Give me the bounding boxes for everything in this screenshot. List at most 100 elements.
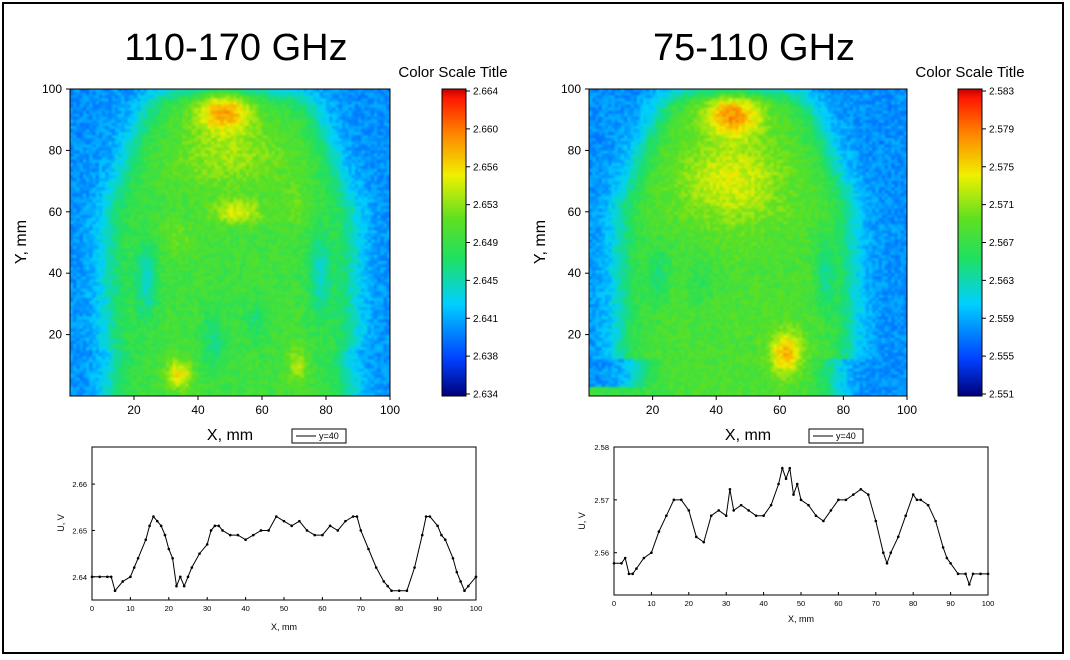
y-tick-label: 2.66 bbox=[72, 480, 87, 489]
data-point bbox=[631, 572, 634, 576]
colorbar-tick-label: 2.638 bbox=[473, 352, 498, 363]
data-point bbox=[298, 519, 301, 523]
data-point bbox=[374, 566, 378, 569]
data-point bbox=[822, 519, 825, 523]
y-tick-label: 2.57 bbox=[594, 496, 609, 505]
data-point bbox=[964, 572, 967, 576]
data-point bbox=[90, 575, 94, 579]
data-point bbox=[443, 538, 447, 542]
data-point bbox=[724, 514, 728, 518]
data-point bbox=[275, 515, 278, 518]
data-point bbox=[205, 543, 209, 546]
colorbar-right bbox=[957, 88, 983, 397]
data-point bbox=[915, 498, 919, 502]
x-tick-label: 100 bbox=[470, 604, 483, 613]
data-point bbox=[474, 575, 478, 579]
data-point bbox=[179, 575, 182, 579]
data-point bbox=[336, 529, 340, 532]
data-point bbox=[109, 575, 113, 579]
data-point bbox=[136, 556, 140, 560]
data-point bbox=[144, 538, 148, 542]
line-left-plot-frame bbox=[91, 446, 477, 601]
data-point bbox=[709, 514, 713, 518]
y-tick-label: 40 bbox=[49, 266, 63, 280]
x-tick-label: 20 bbox=[685, 599, 693, 608]
data-point bbox=[919, 498, 922, 502]
data-point bbox=[762, 514, 765, 518]
data-point bbox=[728, 487, 732, 491]
y-tick-label: 2.65 bbox=[72, 526, 87, 535]
line-left-y-label: U, V bbox=[56, 514, 66, 532]
y-tick-label: 100 bbox=[561, 82, 581, 96]
data-point bbox=[420, 533, 424, 537]
y-tick-label: 80 bbox=[568, 143, 582, 157]
x-tick-label: 30 bbox=[722, 599, 730, 608]
data-point bbox=[926, 503, 930, 507]
line-left-marks bbox=[90, 515, 478, 593]
data-point bbox=[754, 514, 758, 518]
data-point bbox=[739, 503, 743, 507]
data-point bbox=[642, 556, 646, 560]
x-tick-label: 40 bbox=[241, 604, 249, 613]
heatmap-left-title: 110-170 GHz bbox=[124, 27, 347, 69]
data-point bbox=[386, 584, 389, 588]
colorbar-tick-label: 2.563 bbox=[989, 276, 1014, 287]
x-tick-label: 50 bbox=[280, 604, 288, 613]
heatmap-left-image bbox=[70, 89, 390, 396]
x-tick-label: 0 bbox=[90, 604, 94, 613]
data-point bbox=[132, 566, 136, 569]
data-point bbox=[171, 556, 174, 560]
data-point bbox=[788, 466, 792, 470]
heatmap-right-y-ticks: 20 40 60 80 100 bbox=[561, 82, 589, 342]
heatmap-right-image bbox=[589, 89, 907, 396]
data-point bbox=[217, 524, 221, 528]
heatmap-right: 75-110 GHz 20 40 60 80 100 20 40 60 80 100 X, mm… bbox=[532, 27, 1025, 444]
heatmap-left-x-label: X, mm bbox=[207, 427, 253, 444]
data-point bbox=[251, 533, 255, 537]
data-point bbox=[814, 514, 818, 518]
data-point bbox=[98, 575, 101, 579]
data-point bbox=[397, 589, 401, 593]
data-point bbox=[163, 533, 167, 537]
data-point bbox=[945, 556, 949, 560]
data-point bbox=[904, 514, 908, 518]
line-left-legend-label: y=40 bbox=[319, 431, 339, 441]
x-tick-label: 70 bbox=[357, 604, 365, 613]
data-point bbox=[159, 524, 163, 528]
data-point bbox=[436, 524, 439, 528]
colorbar-tick-label: 2.641 bbox=[473, 314, 498, 325]
y-tick-label: 80 bbox=[49, 143, 63, 157]
data-point bbox=[620, 561, 623, 565]
data-point bbox=[209, 529, 213, 532]
data-point bbox=[799, 498, 803, 502]
data-point bbox=[451, 556, 455, 560]
series-line bbox=[614, 466, 988, 586]
colorbar-tick-label: 2.567 bbox=[989, 238, 1014, 249]
data-point bbox=[881, 551, 885, 555]
x-tick-label: 20 bbox=[127, 403, 141, 417]
data-point bbox=[148, 524, 151, 528]
colorbar-right-ticks: 2.583 2.579 2.575 2.571 2.567 2.563 2.559 2.555… bbox=[982, 87, 1014, 401]
data-point bbox=[106, 575, 109, 579]
colorbar-tick-label: 2.645 bbox=[473, 276, 498, 287]
y-tick-label: 2.56 bbox=[594, 549, 609, 558]
data-point bbox=[186, 575, 190, 579]
data-point bbox=[635, 567, 638, 570]
data-point bbox=[911, 493, 915, 496]
data-point bbox=[236, 533, 240, 537]
y-tick-label: 40 bbox=[568, 266, 582, 280]
data-point bbox=[694, 535, 698, 539]
heatmap-left: 110-170 GHz 20 40 60 80 100 20 40 60 80 100 X, m… bbox=[13, 27, 508, 444]
x-tick-label: 80 bbox=[909, 599, 917, 608]
data-point bbox=[934, 519, 937, 523]
data-point bbox=[282, 519, 286, 523]
data-point bbox=[129, 575, 132, 579]
x-tick-label: 90 bbox=[433, 604, 441, 613]
data-point bbox=[968, 583, 971, 586]
data-point bbox=[351, 515, 355, 518]
line-left-legend bbox=[291, 428, 347, 444]
x-tick-label: 100 bbox=[897, 403, 917, 417]
x-tick-label: 60 bbox=[318, 604, 326, 613]
data-point bbox=[167, 547, 171, 551]
x-tick-label: 80 bbox=[319, 403, 333, 417]
